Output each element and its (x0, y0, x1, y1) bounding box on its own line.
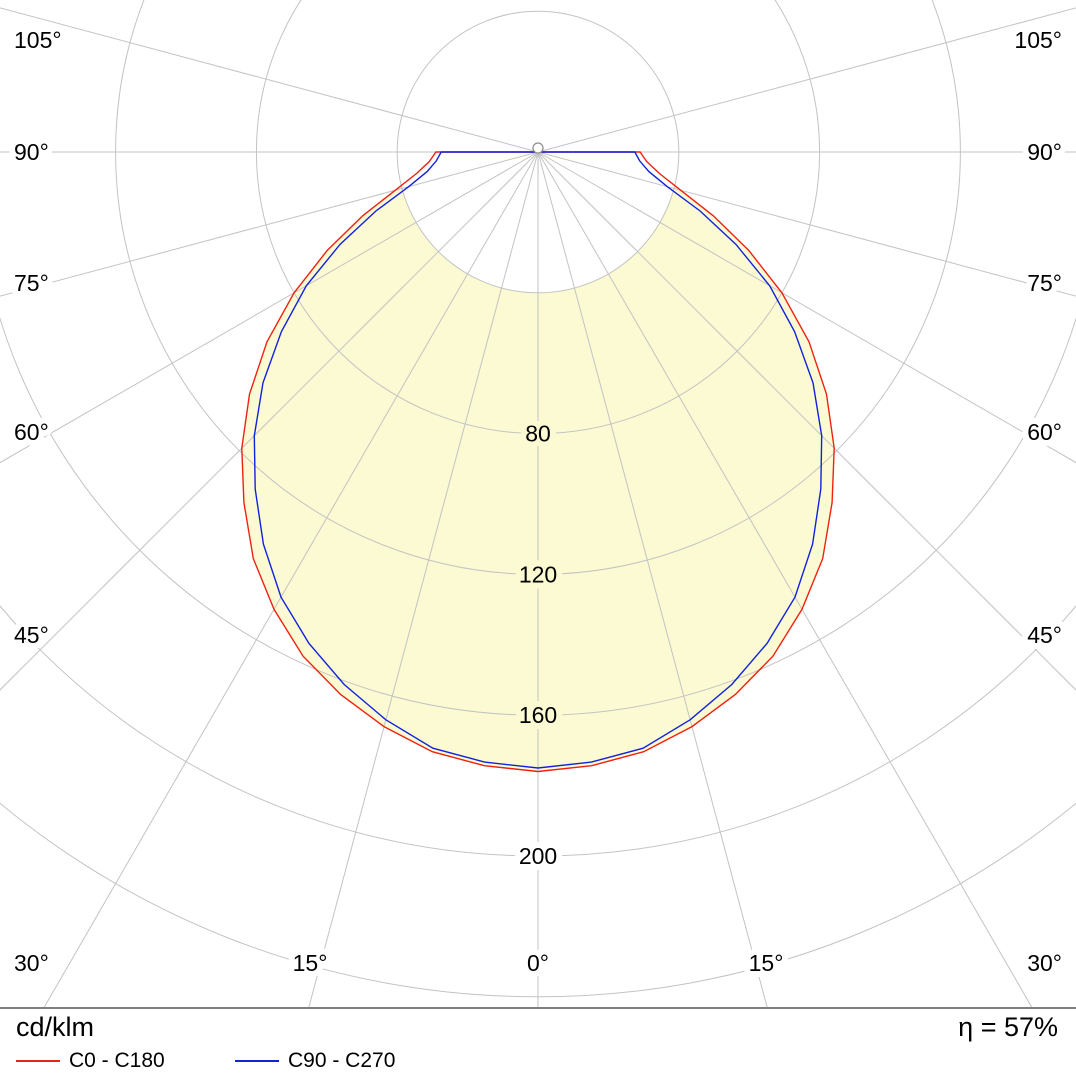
legend-label-c90: C90 - C270 (288, 1049, 396, 1072)
c90-line-swatch (235, 1060, 279, 1062)
efficiency-label: η = 57% (958, 1012, 1058, 1042)
angle-label: 15° (293, 950, 328, 976)
legend-label-c0: C0 - C180 (69, 1049, 165, 1072)
angle-label: 60° (1027, 419, 1062, 445)
c90-c270-curve (253, 151, 823, 769)
ring-label: 80 (525, 421, 551, 447)
ring-label: 160 (519, 702, 557, 728)
polar-intensity-chart: 80 120 160 200 105° 90° 75° 60° 45° 30° 15° 0° 15° 30… (0, 0, 1076, 1007)
angle-label: 60° (14, 419, 49, 445)
angle-label: 45° (14, 622, 49, 648)
c0-line-swatch (16, 1060, 60, 1062)
angle-label: 15° (749, 950, 784, 976)
chart-footer: cd/klm η = 57% C0 - C180 C90 - C270 (0, 1007, 1076, 1072)
angle-labels: 105° 90° 75° 60° 45° 30° 15° 0° 15° 30° 45° 60° 75° 9… (8, 21, 1068, 982)
polar-grid (0, 0, 1076, 1007)
angle-label: 0° (527, 950, 549, 976)
angle-label: 30° (1027, 950, 1062, 976)
angle-label: 30° (14, 950, 49, 976)
plot-area: 80 120 160 200 105° 90° 75° 60° 45° 30° 15° 0° 15° 30… (0, 0, 1076, 1007)
units-label: cd/klm (16, 1012, 95, 1042)
angle-label: 45° (1027, 622, 1062, 648)
angle-label: 105° (14, 27, 62, 53)
ring-label: 200 (519, 843, 557, 869)
legend-item-c90: C90 - C270 (235, 1049, 395, 1073)
ring-label: 120 (519, 561, 557, 587)
angle-label: 105° (1014, 27, 1062, 53)
angle-label: 90° (1027, 139, 1062, 165)
angle-label: 75° (14, 270, 49, 296)
origin-marker (532, 142, 544, 154)
legend-item-c0: C0 - C180 (16, 1049, 165, 1073)
ring-value-labels: 80 120 160 200 (513, 415, 563, 875)
angle-label: 90° (14, 139, 49, 165)
angle-label: 75° (1027, 270, 1062, 296)
c0-c180-curve (241, 151, 835, 773)
